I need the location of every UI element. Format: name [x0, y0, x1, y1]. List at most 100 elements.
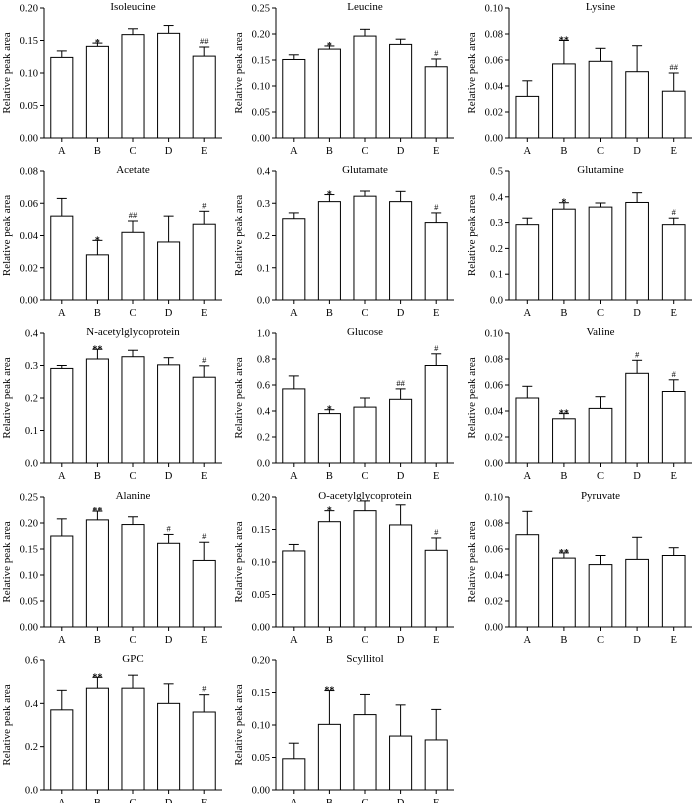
y-tick-label: 0.4: [257, 407, 271, 418]
x-tick-label: A: [290, 146, 298, 157]
y-tick-label: 0.10: [20, 69, 38, 80]
x-tick-label: A: [58, 308, 66, 319]
bar-E: [192, 559, 216, 628]
y-tick-label: 0.8: [257, 355, 270, 366]
x-tick-label: E: [433, 146, 439, 157]
x-tick-label: B: [560, 146, 567, 157]
y-tick-label: 0.00: [485, 459, 503, 470]
chart-panel-valine: Valine 0.00 0.02 0.04 0.06 0.08 0.10 Relative p…: [466, 326, 692, 482]
x-tick-label: A: [58, 798, 66, 803]
bar-A: [282, 58, 306, 139]
y-tick-label: 0.20: [20, 4, 38, 15]
y-tick-label: 0.06: [485, 56, 503, 67]
significance-mark: ##: [669, 62, 678, 72]
y-tick-label: 0.4: [490, 192, 504, 203]
chart-panel-isoleucine: Isoleucine 0.00 0.05 0.10 0.15 0.20 Relative p…: [1, 1, 222, 157]
y-tick-label: 0.2: [490, 244, 503, 255]
bar-B: [85, 45, 109, 139]
significance-mark: ##: [200, 36, 209, 46]
x-tick-label: B: [560, 635, 567, 646]
bar-B: [317, 723, 341, 791]
x-tick-label: C: [129, 146, 136, 157]
significance-mark: #: [434, 527, 439, 537]
chart-panel-glutamine: Glutamine 0.0 0.1 0.2 0.3 0.4 0.5 Relative peak…: [466, 164, 692, 319]
chart-title: Acetate: [116, 164, 150, 176]
bar-B: [85, 519, 109, 628]
y-tick-label: 0.15: [20, 36, 38, 47]
x-tick-label: B: [560, 308, 567, 319]
y-axis-label: Relative peak area: [1, 357, 13, 438]
bar-E: [192, 711, 216, 791]
bar-A: [50, 215, 74, 301]
significance-mark: *: [95, 235, 100, 246]
y-axis-label: Relative peak area: [233, 357, 245, 438]
y-tick-label: 0.02: [20, 263, 38, 274]
y-tick-label: 0.10: [252, 82, 270, 93]
x-tick-label: C: [597, 308, 604, 319]
y-tick-label: 0.00: [20, 296, 38, 307]
bar-E: [424, 365, 448, 464]
y-tick-label: 0.4: [25, 329, 39, 340]
y-axis-label: Relative peak area: [1, 32, 13, 113]
chart-title: Isoleucine: [110, 1, 155, 13]
y-tick-label: 0.15: [252, 525, 270, 536]
chart-title: Valine: [586, 326, 614, 338]
bar-B: [552, 418, 576, 464]
significance-mark: ##: [129, 210, 138, 220]
bar-D: [625, 201, 649, 301]
chart-panel-acetate: Acetate 0.00 0.02 0.04 0.06 0.08 Relative peak…: [1, 164, 222, 319]
significance-mark: *: [327, 190, 332, 201]
chart-panel-pyruvate: Pyruvate 0.00 0.02 0.04 0.06 0.08 0.10 Relative…: [466, 490, 692, 646]
x-tick-label: A: [58, 635, 66, 646]
y-tick-label: 0.20: [20, 519, 38, 530]
bar-B: [552, 63, 576, 139]
bar-C: [121, 356, 145, 464]
x-tick-label: D: [633, 635, 641, 646]
bar-E: [192, 55, 216, 139]
bar-C: [588, 60, 613, 139]
y-tick-label: 0.10: [485, 329, 503, 340]
chart-panel-alanine: Alanine 0.00 0.05 0.10 0.15 0.20 0.25 Relative …: [1, 490, 222, 646]
x-tick-label: E: [433, 635, 439, 646]
y-tick-label: 0.04: [485, 82, 504, 93]
y-tick-label: 0.04: [485, 571, 504, 582]
x-tick-label: C: [597, 471, 604, 482]
y-tick-label: 0.4: [25, 699, 39, 710]
x-tick-label: D: [165, 146, 173, 157]
x-tick-label: E: [201, 146, 207, 157]
bar-D: [625, 71, 649, 139]
y-tick-label: 0.04: [485, 407, 504, 418]
x-tick-label: D: [633, 471, 641, 482]
x-tick-label: B: [94, 146, 101, 157]
x-tick-label: C: [129, 635, 136, 646]
y-tick-label: 0.3: [25, 361, 38, 372]
y-axis-label: Relative peak area: [466, 32, 478, 113]
bar-D: [389, 524, 413, 628]
bar-A: [515, 224, 540, 301]
x-tick-label: D: [633, 146, 641, 157]
y-axis-label: Relative peak area: [1, 521, 13, 602]
bar-A: [515, 95, 540, 139]
significance-mark: #: [202, 200, 207, 210]
bar-E: [661, 90, 686, 139]
bar-D: [389, 735, 413, 791]
bar-E: [424, 549, 448, 628]
x-tick-label: D: [165, 471, 173, 482]
bar-A: [282, 550, 306, 628]
chart-title: Glutamate: [342, 164, 388, 176]
chart-title: Lysine: [586, 1, 615, 13]
y-tick-label: 0.2: [25, 394, 38, 405]
x-tick-label: D: [397, 308, 405, 319]
chart-panel-gpc: GPC 0.0 0.2 0.4 0.6 Relative peak area A B ** C D E…: [1, 653, 222, 803]
bar-C: [121, 687, 145, 791]
bar-E: [192, 376, 216, 464]
y-tick-label: 0.1: [25, 426, 38, 437]
chart-title: Leucine: [347, 1, 383, 13]
x-tick-label: B: [326, 308, 333, 319]
bar-A: [282, 758, 306, 791]
y-tick-label: 0.3: [257, 199, 270, 210]
x-tick-label: C: [361, 146, 368, 157]
x-tick-label: B: [326, 635, 333, 646]
chart-panel-n-acetylglycoprotein: N-acetylglycoprotein 0.0 0.1 0.2 0.3 0.4 Relat…: [1, 326, 222, 482]
